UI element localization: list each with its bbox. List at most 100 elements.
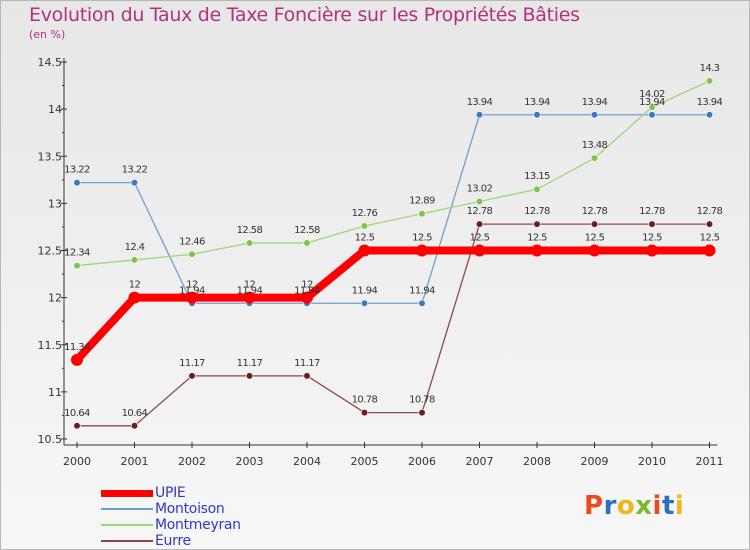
data-label-montoison: 13.94: [467, 97, 493, 108]
unit-label: (en %): [29, 28, 66, 41]
logo-letter: o: [616, 491, 636, 521]
data-label-eurre: 12.78: [582, 206, 608, 217]
data-point-eurre: [360, 409, 369, 417]
data-point-upie: [531, 244, 543, 257]
data-label-eurre: 10.78: [409, 395, 435, 406]
data-point-upie: [703, 244, 716, 257]
data-point-montoison: [533, 111, 541, 119]
data-point-montmeyran: [245, 239, 254, 247]
data-point-upie: [588, 244, 601, 257]
data-point-montmeyran: [188, 250, 196, 258]
logo-letter: i: [652, 491, 662, 521]
legend-item-montmeyran: Montmeyran: [101, 517, 241, 533]
legend-item-upie: UPIE: [101, 485, 241, 501]
legend-swatch: [101, 489, 153, 497]
data-point-montoison: [648, 111, 656, 119]
legend-label: Montoison: [155, 501, 225, 517]
data-point-eurre: [475, 220, 484, 228]
data-label-montoison: 11.94: [179, 285, 205, 296]
data-point-eurre: [303, 372, 311, 380]
legend-swatch: [101, 524, 153, 526]
legend-swatch: [101, 540, 153, 542]
y-tick-label: 14.5: [38, 56, 63, 69]
data-label-eurre: 11.17: [179, 358, 205, 369]
data-label-eurre: 12.78: [639, 206, 665, 217]
line-chart: 10.5 11 11.5 12 12.5 13 13.5 14 14.5 2000 2001 2002…: [38, 56, 724, 468]
legend-item-montoison: Montoison: [101, 501, 241, 517]
data-label-montmeyran: 13.48: [582, 140, 608, 151]
chart-title: Evolution du Taux de Taxe Foncière sur l…: [29, 4, 580, 26]
logo-letter: x: [635, 491, 653, 521]
x-tick-label: 2000: [63, 455, 91, 468]
x-tick-label: 2001: [121, 455, 149, 468]
series-line-montmeyran: [76, 80, 711, 267]
y-tick-label: 13: [48, 197, 62, 210]
data-label-upie: 12.5: [700, 233, 720, 244]
data-point-eurre: [533, 220, 541, 228]
data-label-montmeyran: 12.58: [294, 225, 320, 236]
data-label-montoison: 11.94: [237, 285, 263, 296]
data-label-eurre: 11.17: [237, 358, 263, 369]
data-point-upie: [473, 244, 486, 257]
data-label-montmeyran: 14.02: [639, 89, 665, 100]
data-point-montoison: [418, 299, 426, 307]
data-point-montoison: [475, 111, 484, 119]
data-point-upie: [186, 291, 198, 304]
data-label-eurre: 12.78: [467, 206, 493, 217]
series-line-upie: [73, 246, 714, 364]
y-tick-label: 13.5: [38, 150, 63, 163]
legend-label: Montmeyran: [155, 517, 241, 533]
data-label-montoison: 13.94: [524, 97, 550, 108]
data-point-eurre: [245, 372, 254, 380]
data-point-montmeyran: [73, 261, 81, 270]
x-tick-label: 2011: [696, 455, 724, 468]
data-label-upie: 12.5: [527, 233, 547, 244]
data-label-montoison: 13.22: [122, 165, 148, 176]
data-point-eurre: [590, 220, 599, 228]
data-point-eurre: [705, 220, 714, 228]
y-tick-label: 11: [48, 386, 62, 399]
data-point-upie: [646, 244, 658, 257]
data-point-montmeyran: [418, 210, 426, 218]
data-label-montmeyran: 12.58: [237, 225, 263, 236]
legend-swatch: [101, 508, 153, 510]
legend-label: Eurre: [155, 533, 191, 549]
x-tick-label: 2009: [581, 455, 609, 468]
data-point-eurre: [73, 422, 81, 430]
logo-letter: t: [661, 491, 675, 521]
data-point-upie: [416, 244, 428, 257]
data-point-montoison: [590, 111, 599, 119]
data-point-montoison: [130, 179, 139, 187]
data-point-montmeyran: [475, 197, 484, 206]
y-tick-label: 12.5: [38, 245, 63, 258]
proxiti-logo: Proxiti: [584, 491, 684, 521]
data-label-upie: 11.34: [64, 342, 90, 353]
data-point-montoison: [73, 179, 81, 187]
data-point-upie: [71, 353, 83, 366]
data-label-montoison: 11.94: [294, 285, 320, 296]
data-point-upie: [301, 291, 313, 304]
data-point-montmeyran: [130, 256, 139, 264]
legend: UPIE Montoison Montmeyran Eurre: [101, 485, 241, 549]
data-point-montmeyran: [360, 222, 369, 230]
y-tick-label: 10.5: [38, 433, 63, 446]
y-tick-label: 11.5: [38, 339, 63, 352]
data-label-montoison: 13.94: [582, 97, 608, 108]
data-point-eurre: [130, 422, 139, 430]
data-label-upie: 12: [186, 280, 198, 291]
logo-letter: r: [603, 491, 617, 521]
x-tick-label: 2007: [466, 455, 494, 468]
x-tick-label: 2005: [351, 455, 379, 468]
data-point-upie: [128, 291, 141, 304]
data-label-montoison: 13.94: [697, 97, 723, 108]
data-label-upie: 12.5: [642, 233, 662, 244]
data-point-montmeyran: [533, 185, 541, 193]
data-point-eurre: [188, 372, 196, 380]
data-point-montmeyran: [648, 103, 656, 111]
data-label-montmeyran: 12.34: [64, 248, 90, 259]
data-point-montmeyran: [303, 239, 311, 247]
data-label-eurre: 10.64: [122, 408, 148, 419]
data-label-montmeyran: 14.3: [700, 63, 720, 74]
data-label-montmeyran: 12.76: [352, 208, 378, 219]
